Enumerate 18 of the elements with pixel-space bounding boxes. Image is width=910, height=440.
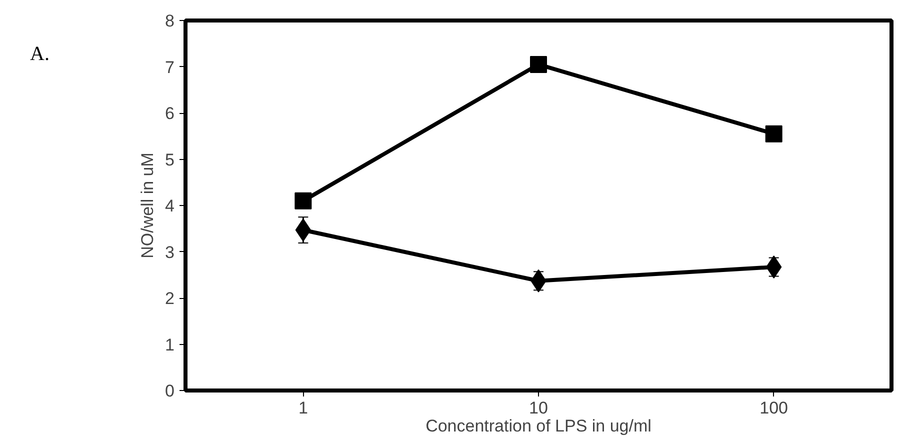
y-axis-title: NO/well in uM bbox=[138, 152, 158, 258]
y-tick-label: 4 bbox=[165, 196, 175, 216]
y-tick-label: 7 bbox=[165, 58, 175, 77]
x-tick-label: 1 bbox=[298, 398, 308, 418]
y-tick-label: 2 bbox=[165, 289, 175, 308]
y-tick-label: 5 bbox=[165, 150, 175, 170]
x-axis-title: Concentration of LPS in ug/ml bbox=[426, 416, 652, 436]
x-tick-label: 10 bbox=[529, 398, 548, 418]
y-tick-label: 1 bbox=[165, 335, 175, 354]
point bbox=[530, 56, 547, 73]
point bbox=[294, 192, 312, 210]
text: A. bbox=[30, 42, 50, 67]
y-tick-label: 0 bbox=[165, 382, 175, 400]
point bbox=[765, 125, 782, 142]
x-tick-label: 100 bbox=[760, 398, 788, 418]
y-tick-label: 6 bbox=[165, 104, 175, 123]
y-tick-label: 8 bbox=[165, 12, 175, 30]
y-tick-label: 3 bbox=[165, 242, 175, 262]
